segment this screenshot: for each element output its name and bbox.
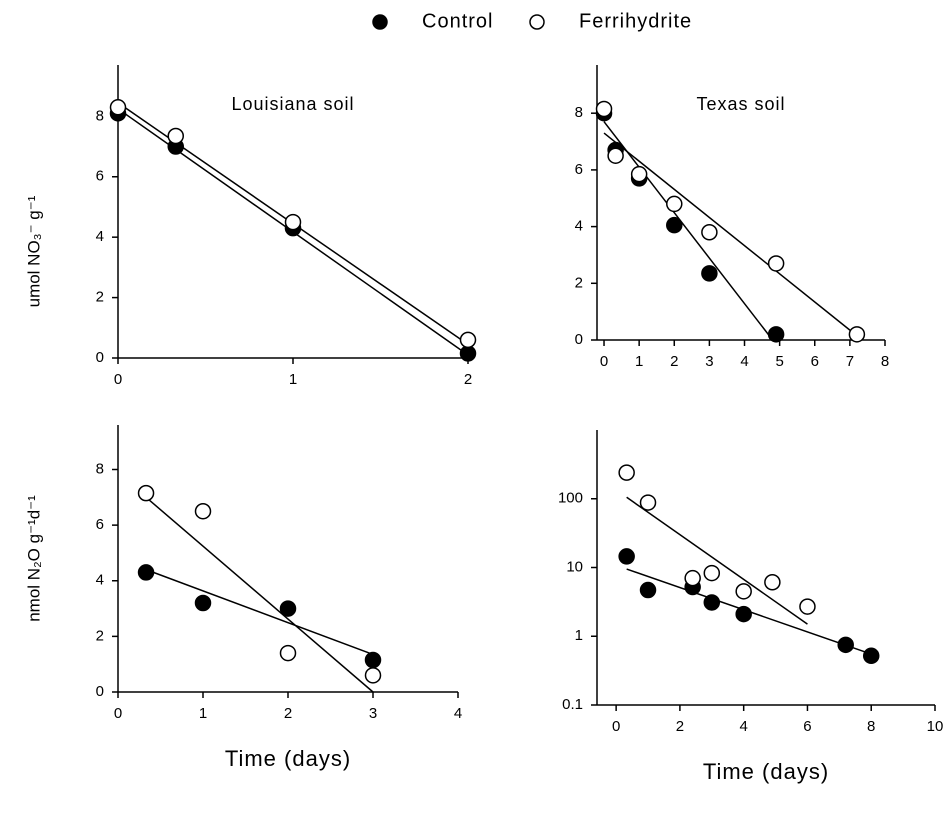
fit-line bbox=[145, 496, 374, 693]
data-point bbox=[137, 564, 155, 581]
x-tick-label: 3 bbox=[705, 353, 713, 370]
data-point bbox=[459, 345, 477, 362]
x-tick-label: 4 bbox=[454, 705, 462, 722]
fit-line bbox=[603, 121, 774, 341]
x-tick-label: 4 bbox=[740, 353, 748, 370]
y-tick-label: 1 bbox=[575, 627, 583, 644]
fit-line bbox=[603, 132, 858, 337]
y-tick-label: 10 bbox=[566, 558, 583, 575]
data-point bbox=[607, 147, 624, 164]
x-tick-label: 2 bbox=[676, 718, 684, 735]
x-tick-label: 2 bbox=[464, 371, 472, 388]
data-point bbox=[639, 494, 657, 511]
y-tick-label: 2 bbox=[575, 274, 583, 291]
y-tick-label: 6 bbox=[96, 168, 104, 185]
data-point bbox=[701, 224, 718, 241]
data-point bbox=[848, 326, 866, 343]
data-point bbox=[767, 255, 785, 272]
data-point bbox=[364, 667, 382, 684]
x-tick-label: 7 bbox=[846, 353, 854, 370]
y-tick-label: 6 bbox=[96, 516, 104, 533]
y-axis-label: umol NO₃⁻ g⁻¹ bbox=[24, 195, 43, 307]
data-point bbox=[279, 600, 297, 617]
data-point bbox=[767, 326, 785, 343]
x-tick-label: 0 bbox=[600, 353, 608, 370]
panel-title: Texas soil bbox=[696, 94, 785, 114]
legend-marker bbox=[372, 14, 388, 30]
x-tick-label: 8 bbox=[881, 353, 889, 370]
x-tick-label: 10 bbox=[927, 718, 944, 735]
y-tick-label: 4 bbox=[575, 218, 583, 235]
x-tick-label: 6 bbox=[811, 353, 819, 370]
y-tick-label: 4 bbox=[96, 572, 104, 589]
x-tick-label: 2 bbox=[284, 705, 292, 722]
fit-line bbox=[626, 496, 808, 625]
data-point bbox=[703, 594, 721, 611]
y-tick-label: 0 bbox=[575, 331, 583, 348]
data-point bbox=[137, 484, 155, 502]
x-tick-label: 5 bbox=[775, 353, 783, 370]
data-point bbox=[194, 594, 212, 612]
data-point bbox=[666, 216, 683, 234]
x-tick-label: 2 bbox=[670, 353, 678, 370]
x-tick-label: 1 bbox=[199, 705, 207, 722]
data-point bbox=[630, 165, 648, 183]
data-point bbox=[279, 644, 297, 662]
y-tick-label: 0 bbox=[96, 349, 104, 366]
x-tick-label: 0 bbox=[114, 705, 122, 722]
data-point bbox=[459, 331, 477, 349]
panel-title: Louisiana soil bbox=[231, 94, 354, 114]
data-point bbox=[764, 574, 781, 591]
data-point bbox=[364, 651, 382, 669]
x-tick-label: 0 bbox=[612, 718, 620, 735]
data-point bbox=[639, 581, 657, 599]
data-point bbox=[284, 213, 302, 231]
data-point bbox=[194, 502, 212, 520]
x-tick-label: 1 bbox=[289, 371, 297, 388]
data-point bbox=[595, 100, 613, 118]
y-tick-label: 6 bbox=[575, 161, 583, 178]
data-point bbox=[862, 647, 880, 665]
x-tick-label: 4 bbox=[740, 718, 748, 735]
x-axis-label: Time (days) bbox=[225, 746, 351, 771]
y-tick-label: 8 bbox=[96, 107, 104, 124]
legend-label: Control bbox=[422, 10, 493, 32]
data-point bbox=[837, 636, 854, 654]
y-tick-label: 100 bbox=[558, 490, 583, 507]
x-axis-label: Time (days) bbox=[703, 759, 829, 784]
fit-line bbox=[145, 568, 374, 656]
x-tick-label: 3 bbox=[369, 705, 377, 722]
x-tick-label: 0 bbox=[114, 371, 122, 388]
y-tick-label: 2 bbox=[96, 289, 104, 306]
data-point bbox=[735, 605, 752, 623]
legend-marker bbox=[529, 14, 545, 30]
x-tick-label: 1 bbox=[635, 353, 643, 370]
y-tick-label: 2 bbox=[96, 627, 104, 644]
y-tick-label: 0 bbox=[96, 683, 104, 700]
legend-label: Ferrihydrite bbox=[579, 10, 692, 32]
data-point bbox=[799, 598, 816, 615]
data-point bbox=[701, 265, 718, 282]
data-point bbox=[684, 569, 701, 587]
x-tick-label: 6 bbox=[803, 718, 811, 735]
y-tick-label: 8 bbox=[96, 460, 104, 477]
data-point bbox=[167, 127, 184, 145]
data-point bbox=[618, 464, 635, 481]
data-point bbox=[735, 583, 752, 600]
y-tick-label: 4 bbox=[96, 228, 104, 245]
x-tick-label: 8 bbox=[867, 718, 875, 735]
y-tick-label: 8 bbox=[575, 104, 583, 121]
data-point bbox=[109, 99, 127, 116]
y-axis-label: nmol N₂O g⁻¹d⁻¹ bbox=[24, 495, 43, 622]
data-point bbox=[666, 195, 683, 213]
y-tick-label: 0.1 bbox=[562, 696, 583, 713]
data-point bbox=[618, 548, 635, 565]
data-point bbox=[703, 564, 721, 582]
